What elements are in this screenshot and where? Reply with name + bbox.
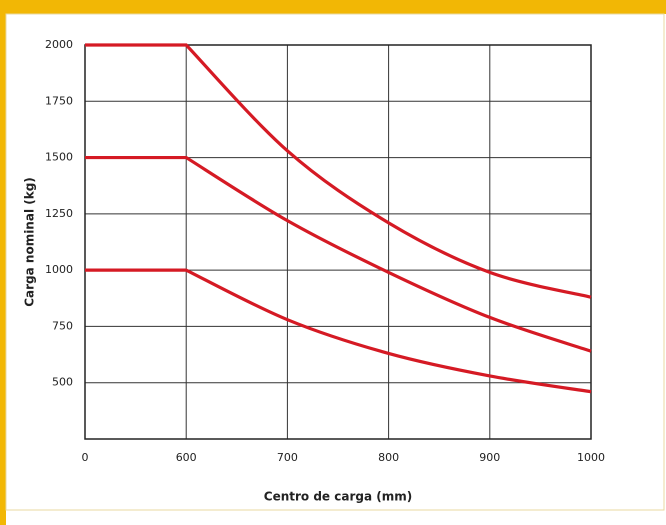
y-tick-label: 1250 <box>45 207 73 220</box>
header-bar <box>0 0 666 14</box>
y-tick-label: 500 <box>52 376 73 389</box>
side-bar <box>0 0 6 525</box>
curve <box>85 268 592 394</box>
y-tick-label: 1750 <box>45 94 73 107</box>
x-tick-label: 0 <box>82 451 89 464</box>
y-tick-label: 2000 <box>45 38 73 51</box>
x-tick-label: 600 <box>176 451 197 464</box>
y-tick-label: 750 <box>52 319 73 332</box>
curve <box>85 155 592 353</box>
x-axis-title: Centro de carga (mm) <box>264 490 412 504</box>
y-axis-title: Carga nominal (kg) <box>23 177 37 307</box>
x-tick-label: 1000 <box>577 451 605 464</box>
x-tick-label: 800 <box>378 451 399 464</box>
y-tick-label: 1000 <box>45 263 73 276</box>
panel <box>5 13 665 511</box>
y-tick-label: 1500 <box>45 151 73 164</box>
x-tick-label: 900 <box>479 451 500 464</box>
curve <box>85 43 592 299</box>
plot-frame <box>84 44 592 440</box>
x-tick-label: 700 <box>277 451 298 464</box>
